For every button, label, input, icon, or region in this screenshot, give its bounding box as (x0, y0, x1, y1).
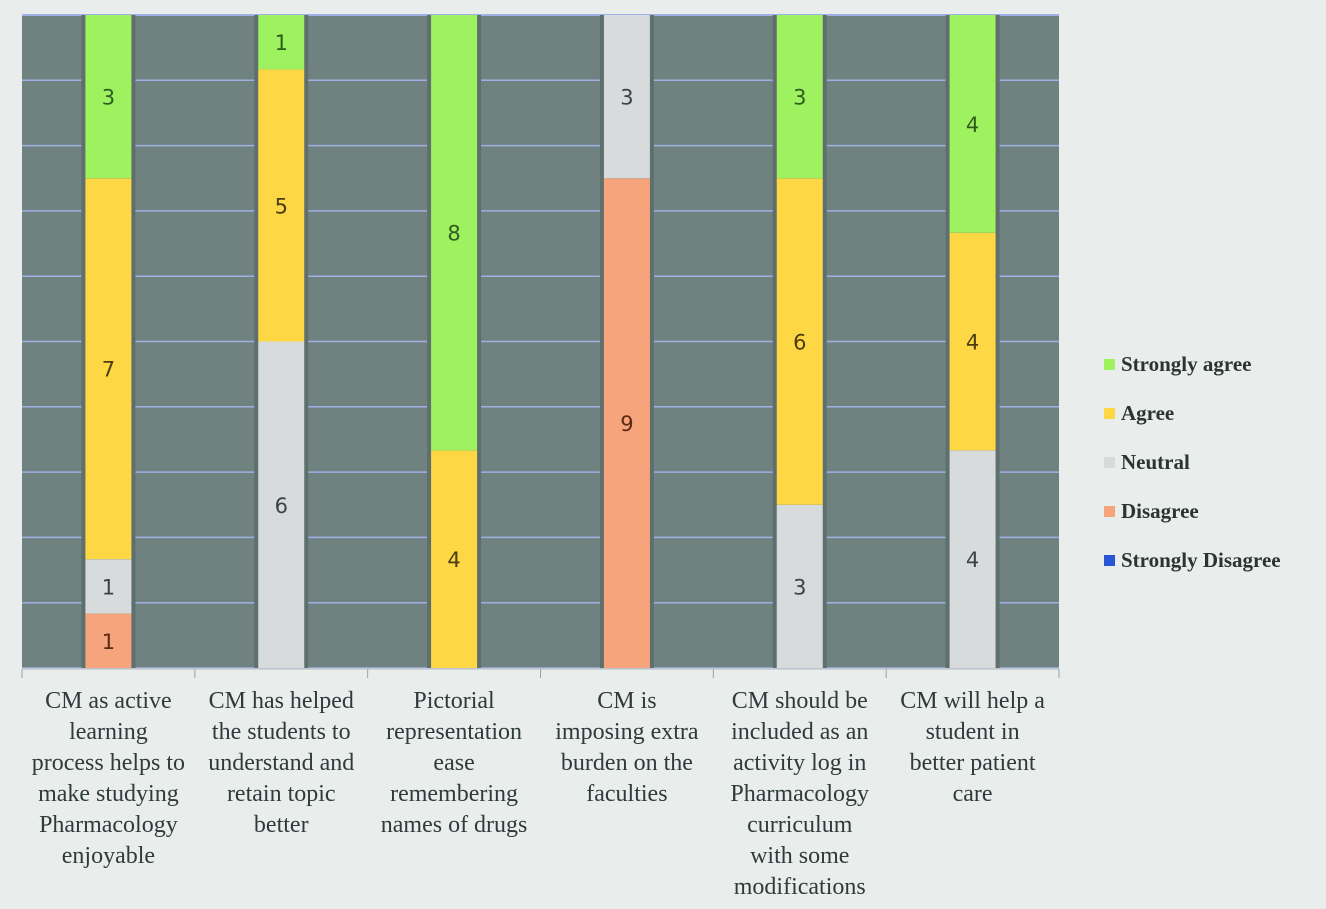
bars (81, 15, 1000, 668)
bar-segment-disagree (85, 613, 132, 668)
data-label: 4 (447, 548, 460, 572)
bar-segment-agree (949, 232, 996, 451)
data-label: 3 (620, 86, 633, 110)
data-label: 7 (102, 358, 115, 382)
legend-swatch (1104, 506, 1115, 517)
category-label: CM will help a student in better patient… (900, 688, 1045, 807)
data-label: 8 (447, 222, 460, 246)
bar-segment-strongly-agree (776, 15, 823, 179)
data-label: 9 (620, 412, 633, 436)
category-label: CM should be included as an activity log… (730, 688, 870, 900)
bar-segment-agree (431, 450, 478, 668)
bar-segment-neutral (603, 15, 650, 179)
data-label: 3 (793, 86, 806, 110)
data-label: 4 (966, 113, 979, 137)
legend-item: Agree (1104, 389, 1281, 438)
legend-item: Disagree (1104, 487, 1281, 536)
bar-segment-strongly-agree (258, 15, 305, 70)
data-label: 1 (102, 630, 115, 654)
category-label: CM has helped the students to understand… (208, 688, 355, 838)
legend: Strongly agree Agree Neutral Disagree Strong… (1104, 340, 1281, 585)
bar-segment-strongly-agree (85, 15, 132, 179)
legend-label: Strongly agree (1121, 352, 1252, 376)
legend-label: Disagree (1121, 499, 1199, 523)
data-label: 3 (102, 86, 115, 110)
legend-swatch (1104, 408, 1115, 419)
data-label: 4 (966, 548, 979, 572)
data-label: 6 (275, 494, 288, 518)
category-label: Pictorial representation ease rememberin… (380, 688, 528, 838)
bar-segment-agree (258, 69, 305, 342)
bar-segment-strongly-agree (431, 15, 478, 451)
x-axis-ticks (21, 669, 1060, 678)
data-label: 1 (275, 31, 288, 55)
legend-item: Neutral (1104, 438, 1281, 487)
legend-item: Strongly agree (1104, 340, 1281, 389)
data-label: 3 (793, 575, 806, 599)
legend-label: Agree (1121, 401, 1175, 425)
legend-label: Strongly Disagree (1121, 548, 1281, 572)
bar-segment-neutral (949, 450, 996, 668)
category-label: CM is imposing extra burden on the facul… (555, 688, 699, 807)
data-label: 1 (102, 575, 115, 599)
legend-item: Strongly Disagree (1104, 536, 1281, 585)
bar-segment-agree (776, 178, 823, 505)
bar-segment-neutral (776, 504, 823, 668)
legend-swatch (1104, 555, 1115, 566)
bar-segment-neutral (258, 341, 305, 668)
bar-segment-agree (85, 178, 132, 560)
data-label: 5 (275, 194, 288, 218)
bar-segment-disagree (603, 178, 650, 668)
bar-segment-strongly-agree (949, 15, 996, 233)
legend-swatch (1104, 457, 1115, 468)
legend-label: Neutral (1121, 450, 1190, 474)
data-label: 6 (793, 331, 806, 355)
data-label: 4 (966, 331, 979, 355)
category-label: CM as active learning process helps to m… (31, 688, 186, 869)
gridlines (22, 14, 1059, 669)
legend-swatch (1104, 359, 1115, 370)
bar-segment-neutral (85, 559, 132, 614)
